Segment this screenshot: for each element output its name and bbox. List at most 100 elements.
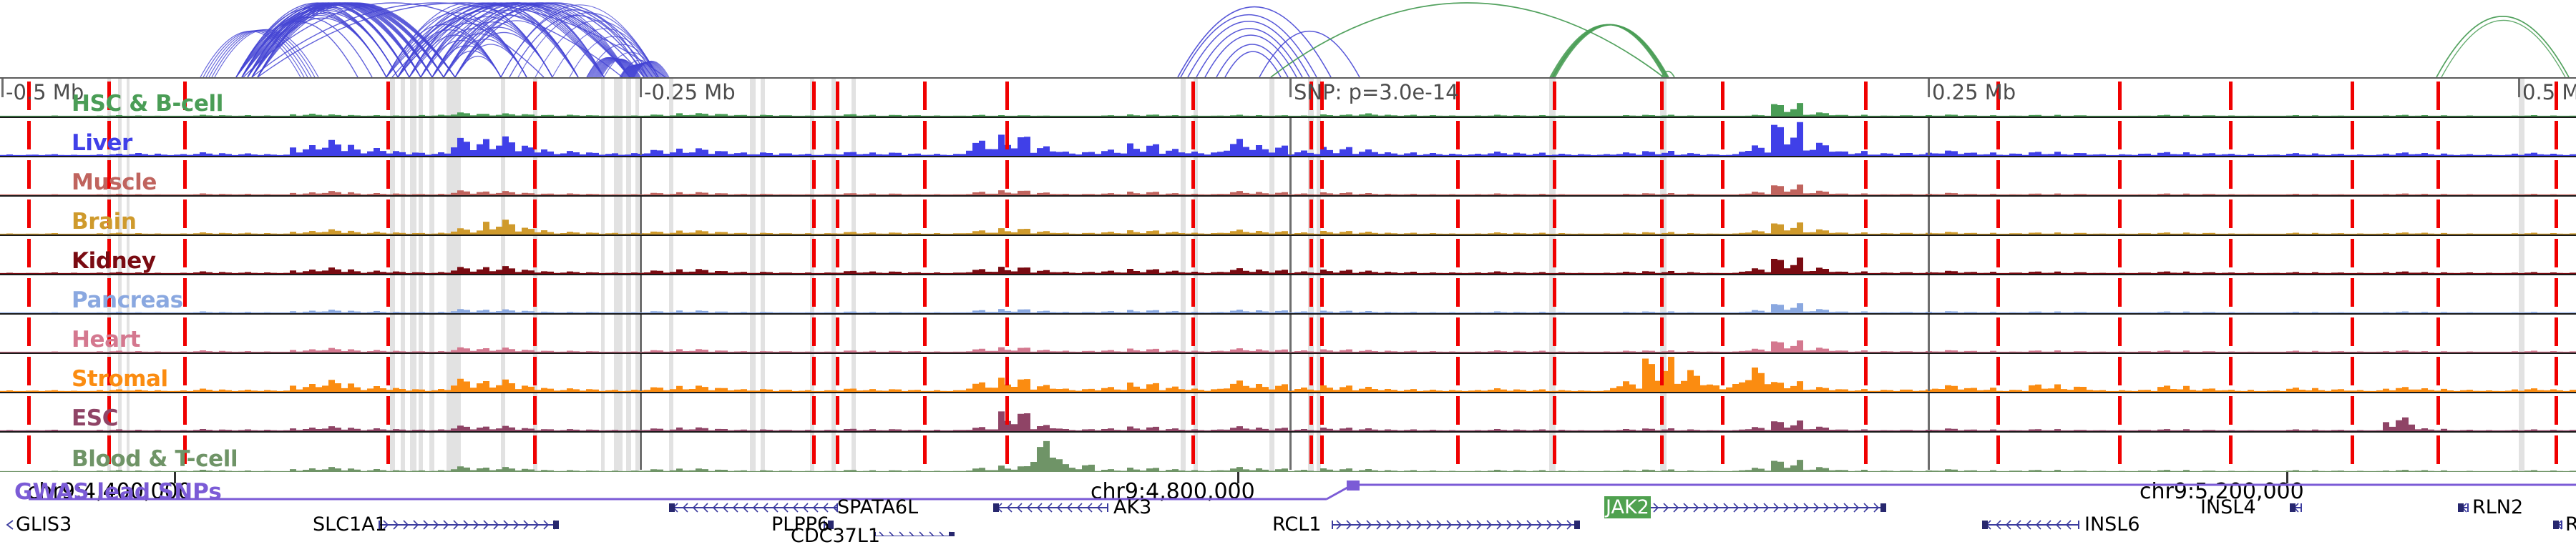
gene-label-ak3[interactable]: AK3 xyxy=(1113,496,1152,518)
signal-track-heart[interactable]: Heart xyxy=(0,315,2576,354)
snp-tick xyxy=(2118,82,2122,110)
signal-track-kidney[interactable]: Kidney xyxy=(0,236,2576,275)
snp-tick xyxy=(836,121,839,149)
coordinate-tick xyxy=(174,472,176,483)
snp-tick xyxy=(1864,357,1868,385)
snp-tick xyxy=(1660,278,1664,307)
snp-tick xyxy=(836,239,839,267)
coordinate-label: chr9:5,200,000 xyxy=(2140,479,2304,504)
snp-tick xyxy=(836,278,839,307)
snp-tick xyxy=(183,357,187,385)
gene-annotation-row: GLIS3 SLC1A1 SPATA6L PLPP6 CDC37L1 AK3 RCL1 JAK… xyxy=(0,492,2576,547)
snp-tick xyxy=(1553,317,1556,346)
snp-tick xyxy=(183,435,187,464)
snp-tick xyxy=(533,396,537,425)
snp-tick xyxy=(2351,435,2354,464)
snp-tick xyxy=(183,396,187,425)
snp-tick xyxy=(386,160,390,189)
snp-tick xyxy=(2229,396,2233,425)
gene-label-slc1a1[interactable]: SLC1A1 xyxy=(313,513,387,536)
snp-tick xyxy=(2436,239,2440,267)
snp-tick xyxy=(1864,317,1868,346)
snp-tick xyxy=(2351,357,2354,385)
gene-label-spata6l[interactable]: SPATA6L xyxy=(837,496,919,518)
signal-profile xyxy=(0,357,2576,392)
axis-guide xyxy=(1928,118,1930,155)
gene-label-jak2[interactable]: JAK2 xyxy=(1604,496,1651,518)
snp-tick xyxy=(1864,121,1868,149)
snp-tick xyxy=(1309,357,1313,385)
gene-label-plpp6[interactable]: PLPP6 xyxy=(771,513,830,536)
axis-tick xyxy=(1,79,4,97)
snp-tick xyxy=(183,82,187,110)
axis-guide xyxy=(1289,393,1292,430)
axis-guide xyxy=(640,275,642,312)
snp-tick xyxy=(1553,278,1556,307)
snp-tick xyxy=(812,239,816,267)
snp-marker-layer xyxy=(0,236,2576,274)
signal-track-hsc-b-cell[interactable]: -0.5 Mb -0.25 Mb SNP: p=3.0e-14 0.25 Mb 0.5 … xyxy=(0,79,2576,118)
axis-guide xyxy=(640,118,642,155)
snp-tick xyxy=(1456,317,1460,346)
gene-label-r[interactable]: R xyxy=(2565,513,2576,536)
snp-tick xyxy=(27,199,31,228)
axis-guide xyxy=(1928,236,1930,273)
axis-guide xyxy=(640,315,642,352)
snp-tick xyxy=(923,396,927,425)
snp-tick xyxy=(2118,121,2122,149)
snp-marker-layer xyxy=(0,315,2576,353)
snp-tick xyxy=(107,278,111,307)
snp-tick xyxy=(27,317,31,346)
snp-tick xyxy=(1320,239,1324,267)
snp-tick xyxy=(836,357,839,385)
axis-guide xyxy=(1289,275,1292,312)
gene-label-rcl1[interactable]: RCL1 xyxy=(1272,513,1322,536)
axis-guide xyxy=(640,433,642,470)
snp-tick xyxy=(812,317,816,346)
gene-label-glis3[interactable]: GLIS3 xyxy=(16,513,72,536)
gene-label-rln2[interactable]: RLN2 xyxy=(2472,496,2524,518)
gene-label-insl4[interactable]: INSL4 xyxy=(2200,496,2256,518)
coordinate-tick xyxy=(2286,472,2288,483)
snp-tick xyxy=(27,239,31,267)
snp-tick xyxy=(1553,239,1556,267)
snp-tick xyxy=(923,121,927,149)
snp-tick xyxy=(2118,396,2122,425)
gwas-lead-snp-row[interactable]: GWAS lead SNPs xyxy=(0,479,2576,509)
signal-track-stromal[interactable]: Stromal xyxy=(0,354,2576,393)
signal-track-blood-t-cell[interactable]: Blood & T-cell xyxy=(0,433,2576,472)
snp-tick xyxy=(107,396,111,425)
gwas-svg xyxy=(29,481,2576,501)
snp-tick xyxy=(1005,82,1009,110)
snp-tick xyxy=(2555,82,2558,110)
snp-tick xyxy=(1721,121,1724,149)
signal-profile xyxy=(0,220,2576,235)
snp-tick xyxy=(1996,357,2000,385)
snp-tick xyxy=(2436,160,2440,189)
axis-tick xyxy=(640,79,642,97)
snp-tick xyxy=(923,317,927,346)
snp-tick xyxy=(2555,357,2558,385)
signal-profile xyxy=(0,122,2576,156)
signal-profile xyxy=(0,184,2576,195)
snp-tick xyxy=(836,160,839,189)
snp-tick xyxy=(1309,121,1313,149)
snp-tick xyxy=(533,239,537,267)
snp-tick xyxy=(533,317,537,346)
snp-tick xyxy=(923,160,927,189)
snp-tick xyxy=(1005,357,1009,385)
axis-guide xyxy=(640,236,642,273)
coordinate-tick xyxy=(1237,472,1239,483)
signal-track-pancreas[interactable]: Pancreas xyxy=(0,275,2576,315)
snp-tick xyxy=(1660,435,1664,464)
signal-track-muscle[interactable]: Muscle xyxy=(0,157,2576,197)
snp-tick xyxy=(1721,396,1724,425)
gene-label-insl6[interactable]: INSL6 xyxy=(2084,513,2140,536)
signal-track-liver[interactable]: Liver xyxy=(0,118,2576,157)
snp-tick xyxy=(533,357,537,385)
signal-track-esc[interactable]: ESC xyxy=(0,393,2576,433)
snp-tick xyxy=(107,199,111,228)
axis-guide xyxy=(1928,354,1930,391)
signal-track-brain[interactable]: Brain xyxy=(0,197,2576,236)
axis-guide xyxy=(1928,393,1930,430)
